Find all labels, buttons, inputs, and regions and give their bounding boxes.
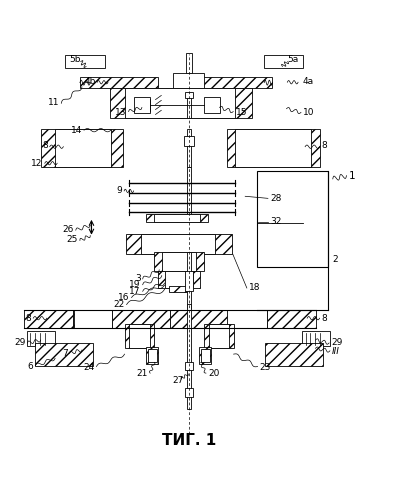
Bar bbox=[73, 310, 112, 328]
Text: 19: 19 bbox=[129, 280, 141, 289]
Bar bbox=[185, 362, 193, 370]
Text: 22: 22 bbox=[113, 300, 124, 309]
Bar bbox=[209, 324, 230, 348]
Text: 7: 7 bbox=[62, 349, 67, 358]
Bar bbox=[227, 310, 267, 328]
Text: 21: 21 bbox=[137, 370, 148, 378]
Bar bbox=[199, 347, 211, 364]
Bar bbox=[185, 272, 193, 291]
Bar bbox=[74, 310, 112, 328]
Bar bbox=[124, 324, 154, 348]
Text: 13: 13 bbox=[115, 108, 126, 117]
Bar bbox=[27, 332, 55, 346]
Bar bbox=[186, 54, 192, 73]
Text: 14: 14 bbox=[71, 126, 82, 134]
Bar bbox=[65, 55, 105, 68]
Text: 1: 1 bbox=[349, 170, 355, 180]
Text: 25: 25 bbox=[67, 235, 78, 244]
Bar bbox=[41, 130, 123, 166]
Text: 18: 18 bbox=[249, 282, 261, 292]
Text: 8: 8 bbox=[322, 142, 327, 150]
Bar bbox=[235, 130, 311, 166]
Bar bbox=[146, 214, 208, 222]
Text: 17: 17 bbox=[129, 287, 141, 296]
Bar bbox=[154, 214, 200, 222]
Bar bbox=[257, 170, 328, 268]
Bar bbox=[165, 270, 193, 288]
Bar bbox=[24, 310, 73, 328]
Bar bbox=[126, 234, 232, 254]
Bar bbox=[195, 78, 272, 88]
Bar bbox=[204, 97, 220, 113]
Text: 8: 8 bbox=[42, 142, 48, 150]
Text: 6: 6 bbox=[27, 362, 33, 371]
Bar bbox=[228, 310, 267, 328]
Text: 4b: 4b bbox=[84, 77, 96, 86]
Bar bbox=[110, 88, 252, 118]
Bar bbox=[186, 168, 191, 221]
Bar bbox=[186, 130, 191, 166]
Text: 5a: 5a bbox=[287, 56, 298, 64]
Text: 23: 23 bbox=[260, 364, 271, 372]
Text: 12: 12 bbox=[31, 158, 43, 168]
Bar bbox=[162, 252, 196, 272]
Text: 28: 28 bbox=[270, 194, 281, 203]
Bar bbox=[80, 78, 158, 88]
Bar bbox=[154, 252, 204, 272]
Bar bbox=[170, 310, 228, 328]
Text: 10: 10 bbox=[303, 108, 314, 117]
Text: 27: 27 bbox=[172, 376, 183, 384]
Bar bbox=[55, 130, 111, 166]
Bar bbox=[158, 270, 200, 288]
Bar bbox=[146, 347, 158, 364]
Bar bbox=[129, 324, 150, 348]
Bar bbox=[267, 310, 316, 328]
Text: ΤИГ. 1: ΤИГ. 1 bbox=[162, 432, 217, 448]
Bar bbox=[134, 97, 150, 113]
Text: 4a: 4a bbox=[303, 77, 314, 86]
Bar bbox=[186, 252, 191, 308]
Text: 9: 9 bbox=[116, 186, 122, 196]
Bar bbox=[264, 55, 303, 68]
Text: III: III bbox=[332, 346, 340, 356]
Bar bbox=[227, 130, 319, 166]
Bar bbox=[148, 349, 157, 362]
Bar bbox=[141, 234, 215, 254]
Text: 2: 2 bbox=[332, 254, 338, 264]
Bar bbox=[302, 332, 330, 346]
Text: 29: 29 bbox=[14, 338, 25, 347]
Text: 16: 16 bbox=[118, 293, 129, 302]
Bar bbox=[186, 304, 191, 409]
Text: 24: 24 bbox=[83, 364, 94, 372]
Text: 8: 8 bbox=[25, 314, 31, 322]
Bar bbox=[204, 324, 234, 348]
Bar bbox=[186, 94, 191, 118]
Text: 29: 29 bbox=[331, 338, 342, 347]
Bar bbox=[173, 73, 204, 94]
Text: 5b: 5b bbox=[69, 56, 81, 64]
Text: 11: 11 bbox=[48, 98, 59, 107]
Bar bbox=[184, 136, 194, 146]
Bar bbox=[185, 388, 193, 396]
Text: 20: 20 bbox=[208, 370, 219, 378]
Text: 15: 15 bbox=[236, 108, 248, 117]
Text: 26: 26 bbox=[62, 225, 74, 234]
Bar bbox=[169, 286, 188, 292]
Bar bbox=[125, 88, 235, 118]
Text: 8: 8 bbox=[322, 314, 327, 322]
Text: 3: 3 bbox=[135, 274, 141, 283]
Bar bbox=[35, 343, 93, 365]
Bar bbox=[112, 310, 170, 328]
Bar bbox=[185, 92, 193, 98]
Bar bbox=[201, 349, 210, 362]
Text: 32: 32 bbox=[270, 218, 281, 226]
Bar bbox=[265, 343, 323, 365]
